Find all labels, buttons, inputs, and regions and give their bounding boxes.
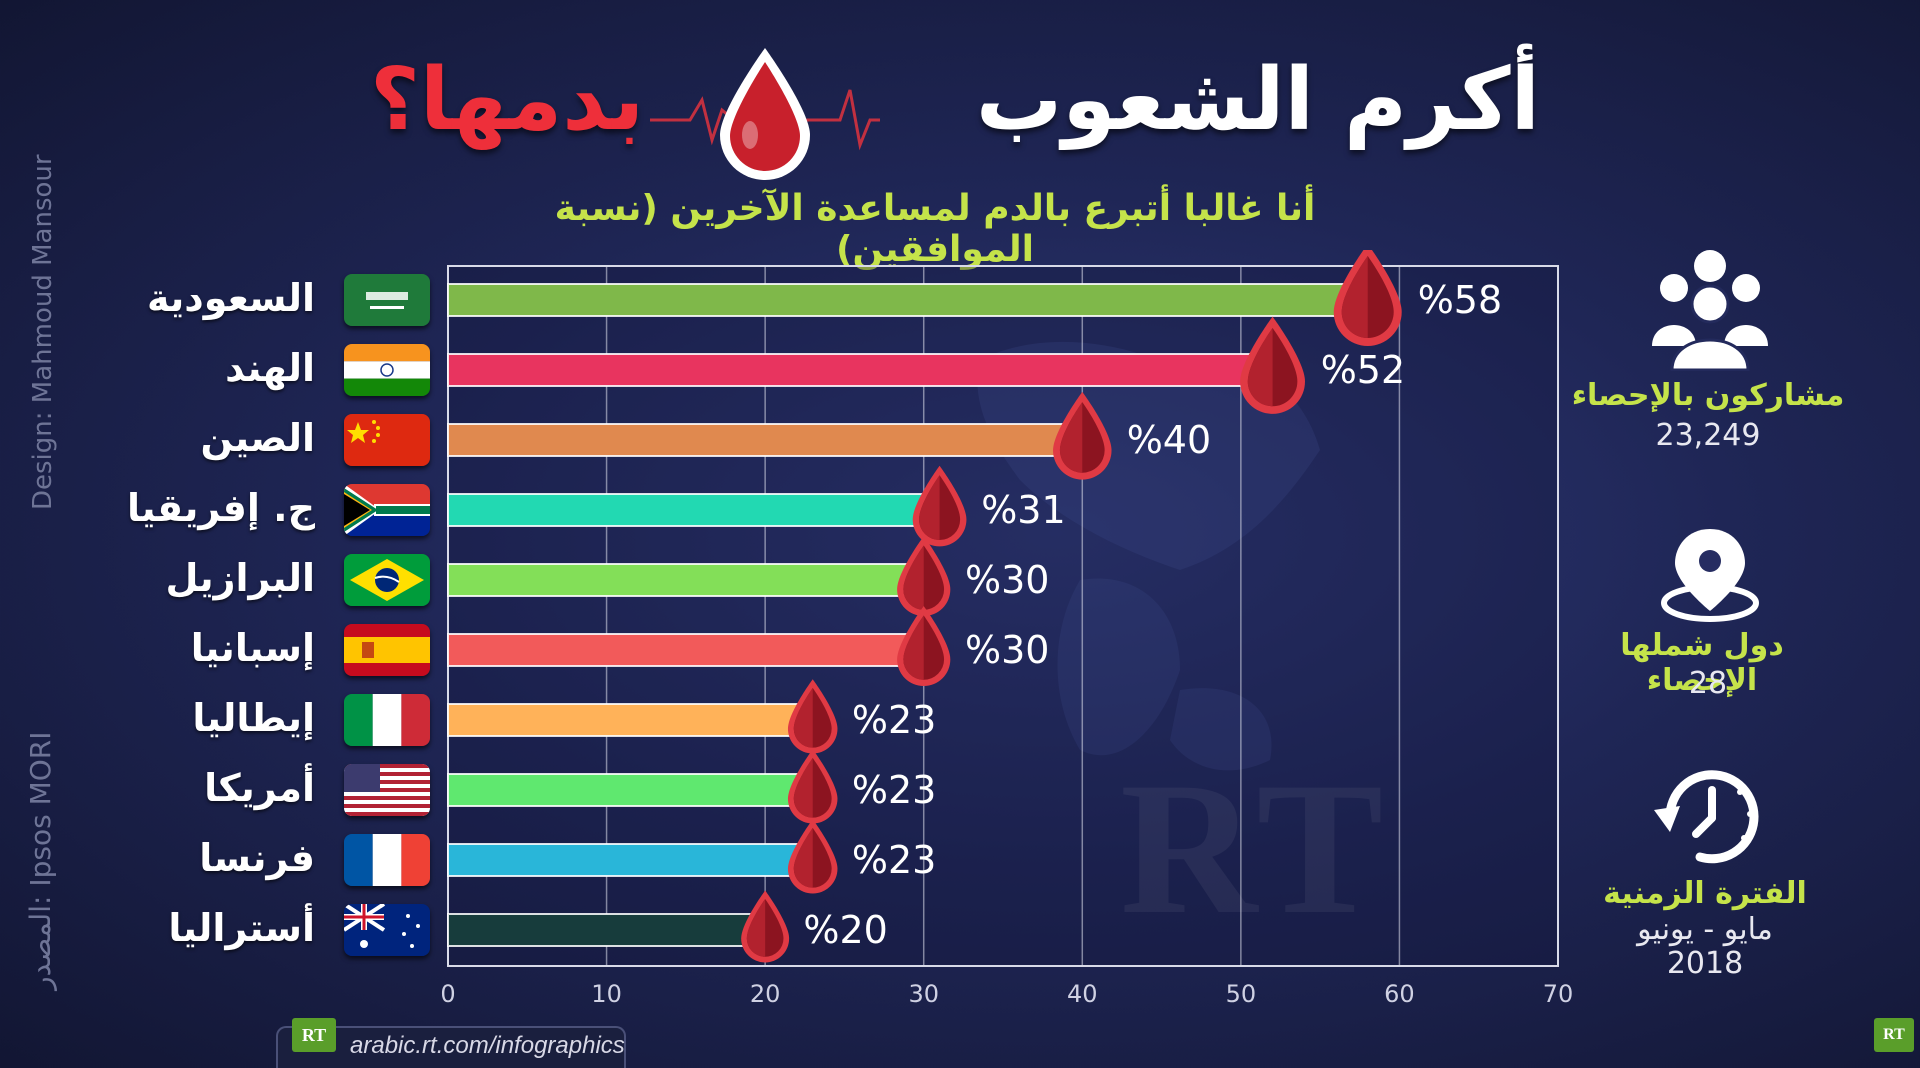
china-flag [344, 414, 430, 466]
rt-logo: RT [292, 1018, 336, 1052]
heartbeat-drop-icon [650, 48, 880, 180]
x-tick-label: 10 [591, 980, 622, 1008]
country-row: أمريكا [130, 762, 430, 818]
blood-drop-icon [1053, 391, 1112, 480]
country-row: ج. إفريقيا [127, 482, 430, 538]
value-label: %23 [852, 768, 936, 812]
country-row: الهند [130, 342, 430, 398]
title: أكرم الشعوب بدمها؟ [360, 40, 1540, 180]
x-tick-label: 50 [1226, 980, 1257, 1008]
country-row: فرنسا [130, 832, 430, 888]
country-name: فرنسا [199, 836, 315, 880]
bar [447, 563, 925, 597]
bar [447, 773, 814, 807]
subtitle: أنا غالبا أتبرع بالدم لمساعدة الآخرين (ن… [554, 188, 1316, 270]
participants-value: 23,249 [1655, 418, 1761, 453]
blood-drop-icon [897, 536, 951, 617]
country-row: الصين [130, 412, 430, 468]
blood-drop-icon [741, 890, 790, 963]
value-label: %31 [981, 488, 1065, 532]
drop-markers [741, 250, 1402, 963]
x-tick-label: 60 [1384, 980, 1415, 1008]
period-year: 2018 [1666, 946, 1744, 981]
bar [447, 703, 814, 737]
value-label: %30 [965, 628, 1049, 672]
x-tick-labels: 0 10 20 30 40 50 60 70 [440, 980, 1573, 1008]
value-label: %52 [1321, 348, 1405, 392]
spain-flag [344, 624, 430, 676]
rt-watermark: RT [1120, 740, 1389, 958]
value-label: %23 [852, 698, 936, 742]
value-label: %40 [1127, 418, 1211, 462]
bar [447, 633, 925, 667]
title-main: أكرم الشعوب [975, 50, 1540, 150]
x-tick-label: 20 [750, 980, 781, 1008]
bar-chart: %58 %52 %40 %31 %30 %30 %23 %23 %23 %20 0 10 20 30 40… [440, 250, 1573, 1008]
blood-drop-icon [897, 606, 951, 687]
country-name: السعودية [146, 276, 315, 320]
blood-drop-icon [787, 749, 838, 824]
clock-icon [1654, 770, 1759, 864]
countries-value: 28 [1688, 666, 1728, 701]
participants-label: مشاركون بالإحصاء [1571, 378, 1845, 413]
country-row: السعودية [130, 272, 430, 328]
country-name: أستراليا [168, 906, 315, 950]
italy-flag [344, 694, 430, 746]
country-name: الهند [225, 346, 315, 390]
period-label: الفترة الزمنية [1603, 876, 1807, 911]
blood-drop-icon [787, 819, 838, 894]
country-row: إيطاليا [130, 692, 430, 748]
saudi-arabia-flag [344, 274, 430, 326]
country-name: الصين [200, 416, 315, 460]
country-row: إسبانيا [130, 622, 430, 678]
people-group-icon [1652, 250, 1768, 371]
country-name: أمريكا [204, 766, 315, 810]
x-tick-label: 30 [908, 980, 939, 1008]
location-pin-icon [1661, 529, 1759, 622]
period-value: مايو - يونيو [1637, 912, 1773, 947]
x-tick-label: 40 [1067, 980, 1098, 1008]
blood-drop-icon [787, 679, 838, 754]
india-flag [344, 344, 430, 396]
country-name: البرازيل [165, 556, 315, 600]
blood-drop-icon [1240, 316, 1305, 414]
country-name: إيطاليا [192, 696, 315, 740]
bar [447, 913, 767, 947]
france-flag [344, 834, 430, 886]
world-map-background [977, 341, 1320, 771]
x-tick-label: 0 [440, 980, 455, 1008]
countries-label: دول شملها الإحصاء [1620, 628, 1784, 698]
value-labels: %58 %52 %40 %31 %30 %30 %23 %23 %23 %20 [803, 278, 1502, 952]
footer-url[interactable]: arabic.rt.com/infographics [350, 1032, 625, 1059]
bar [447, 843, 814, 877]
x-tick-label: 70 [1543, 980, 1574, 1008]
source-credit: المصدر: Ipsos MORI [24, 731, 57, 990]
brazil-flag [344, 554, 430, 606]
blood-drop-icon [912, 465, 967, 547]
country-row: البرازيل [130, 552, 430, 608]
bar [447, 353, 1274, 387]
country-name: ج. إفريقيا [127, 486, 315, 530]
title-highlight: بدمها؟ [370, 50, 645, 150]
rt-corner-logo: RT [1874, 1018, 1914, 1052]
value-label: %20 [803, 908, 887, 952]
country-name: إسبانيا [190, 626, 315, 670]
south-africa-flag [344, 484, 430, 536]
usa-flag [344, 764, 430, 816]
value-label: %30 [965, 558, 1049, 602]
bar [447, 283, 1369, 317]
bar [447, 423, 1084, 457]
bar [447, 493, 941, 527]
australia-flag [344, 904, 430, 956]
value-label: %23 [852, 838, 936, 882]
blood-drop-icon [1333, 250, 1402, 346]
value-label: %58 [1418, 278, 1502, 322]
country-row: أستراليا [130, 902, 430, 958]
design-credit: Design: Mahmoud Mansour [28, 154, 58, 510]
